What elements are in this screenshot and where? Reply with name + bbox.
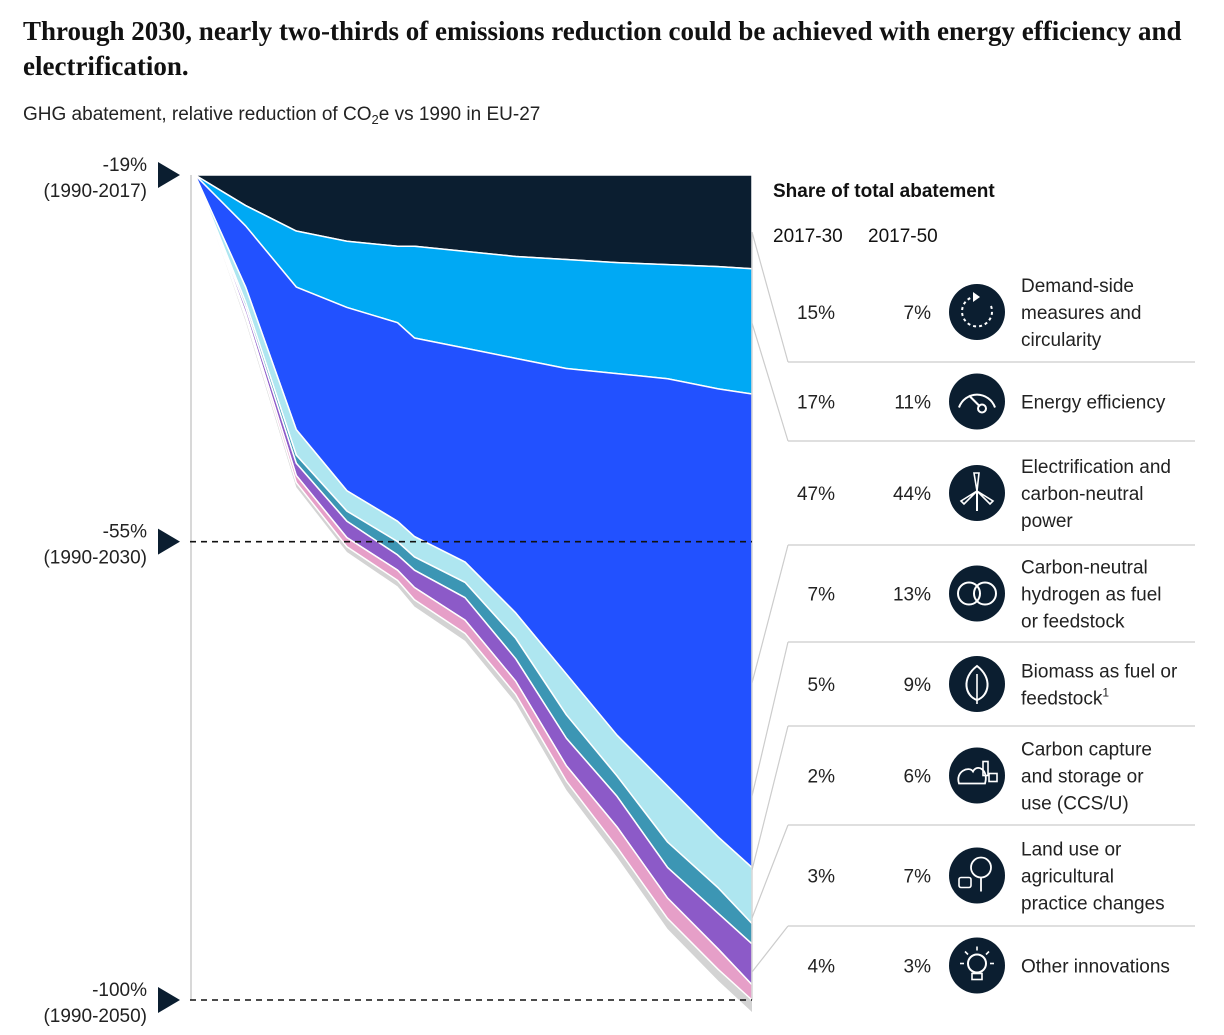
marker-triangle: [158, 987, 180, 1013]
reference-marker: -100% (1990-2050): [43, 980, 752, 1027]
circular-arrow-icon: [949, 284, 1005, 340]
category-label: Other innovations: [1021, 957, 1170, 978]
chart-subtitle: GHG abatement, relative reduction of CO2…: [23, 104, 540, 127]
category-label: use (CCS/U): [1021, 794, 1129, 815]
category-label: measures and: [1021, 303, 1141, 324]
share-2017-50: 6%: [904, 767, 932, 788]
share-2017-50: 11%: [894, 393, 931, 414]
category-row: 15% 7% Demand-side measures and circularity: [797, 276, 1141, 351]
share-2017-50: 3%: [904, 957, 932, 978]
share-2017-50: 9%: [904, 675, 932, 696]
wind-turbine-icon: [949, 465, 1005, 521]
connector-line: [751, 322, 789, 442]
share-2017-50: 7%: [904, 867, 932, 888]
column-header-2017-50: 2017-50: [868, 226, 938, 247]
hydrogen-molecule-icon: [949, 565, 1005, 622]
leaf-icon: [949, 656, 1005, 712]
area-layers: [194, 174, 753, 1012]
reference-marker: -19% (1990-2017): [43, 155, 180, 202]
category-label: or feedstock: [1021, 612, 1125, 633]
category-row: 4% 3% Other innovations: [808, 937, 1170, 994]
category-label: Demand-side: [1021, 276, 1134, 297]
tree-cow-icon: [949, 847, 1005, 904]
subtitle-main: GHG abatement, relative reduction of CO: [23, 104, 372, 125]
co2-capture-icon: [949, 747, 1005, 804]
category-row: 47% 44% Electrification and carbon-neutral p…: [797, 457, 1171, 532]
category-label: Biomass as fuel or: [1021, 662, 1178, 683]
category-row: 7% 13% Carbon-neutral hydrogen as fuel or fe…: [808, 558, 1162, 633]
speedometer-icon: [949, 373, 1005, 430]
share-2017-30: 7%: [808, 585, 836, 606]
category-label: hydrogen as fuel: [1021, 585, 1162, 606]
category-label: practice changes: [1021, 894, 1165, 915]
connector-line: [751, 544, 789, 684]
subtitle-rest: e vs 1990 in EU-27: [378, 104, 541, 125]
marker-value: -19%: [103, 155, 147, 176]
marker-triangle: [158, 162, 180, 188]
share-2017-50: 7%: [904, 303, 932, 324]
category-label: Electrification and: [1021, 457, 1171, 478]
marker-period: (1990-2030): [43, 548, 147, 569]
category-label: and storage or: [1021, 767, 1144, 788]
share-2017-30: 17%: [797, 393, 835, 414]
reference-markers: -19% (1990-2017) -55% (1990-2030) -100% (1990…: [43, 155, 752, 1027]
share-2017-50: 13%: [893, 585, 931, 606]
column-header-2017-30: 2017-30: [773, 226, 843, 247]
category-label: Land use or: [1021, 840, 1122, 861]
share-2017-50: 44%: [893, 484, 931, 505]
category-label: Carbon capture: [1021, 740, 1152, 761]
reference-marker: -55% (1990-2030): [43, 522, 752, 569]
marker-value: -100%: [92, 980, 147, 1001]
category-label: agricultural: [1021, 867, 1114, 888]
marker-period: (1990-2017): [43, 181, 147, 202]
share-2017-30: 47%: [797, 484, 835, 505]
connector-line: [751, 725, 789, 871]
share-header: Share of total abatement: [773, 181, 995, 202]
share-2017-30: 15%: [797, 303, 835, 324]
lightbulb-icon: [949, 937, 1005, 994]
share-2017-30: 4%: [808, 957, 836, 978]
category-row: 5% 9% Biomass as fuel or feedstock1: [808, 656, 1178, 712]
share-2017-30: 3%: [808, 867, 836, 888]
share-2017-30: 2%: [808, 767, 836, 788]
chart-title: Through 2030, nearly two-thirds of emiss…: [23, 16, 1182, 81]
category-label: Energy efficiency: [1021, 393, 1166, 414]
category-label: power: [1021, 511, 1073, 532]
connector-line: [751, 824, 789, 919]
category-row: 3% 7% Land use or agricultural practice chan…: [808, 840, 1165, 915]
footnote-marker: 1: [1102, 686, 1109, 700]
connector-line: [751, 231, 789, 363]
category-row: 2% 6% Carbon capture and storage or use (CCS…: [808, 740, 1152, 815]
share-2017-30: 5%: [808, 675, 836, 696]
category-label: circularity: [1021, 330, 1102, 351]
connector-line: [751, 641, 789, 797]
category-row: 17% 11% Energy efficiency: [797, 373, 1166, 430]
connector-line: [751, 925, 789, 973]
axes: [190, 175, 753, 1000]
category-label: Carbon-neutral: [1021, 558, 1148, 579]
marker-value: -55%: [103, 522, 147, 543]
marker-triangle: [158, 528, 180, 555]
marker-period: (1990-2050): [43, 1006, 147, 1027]
category-label: carbon-neutral: [1021, 484, 1144, 505]
category-label: feedstock1: [1021, 686, 1109, 710]
subtitle-subscript: 2: [371, 112, 379, 127]
